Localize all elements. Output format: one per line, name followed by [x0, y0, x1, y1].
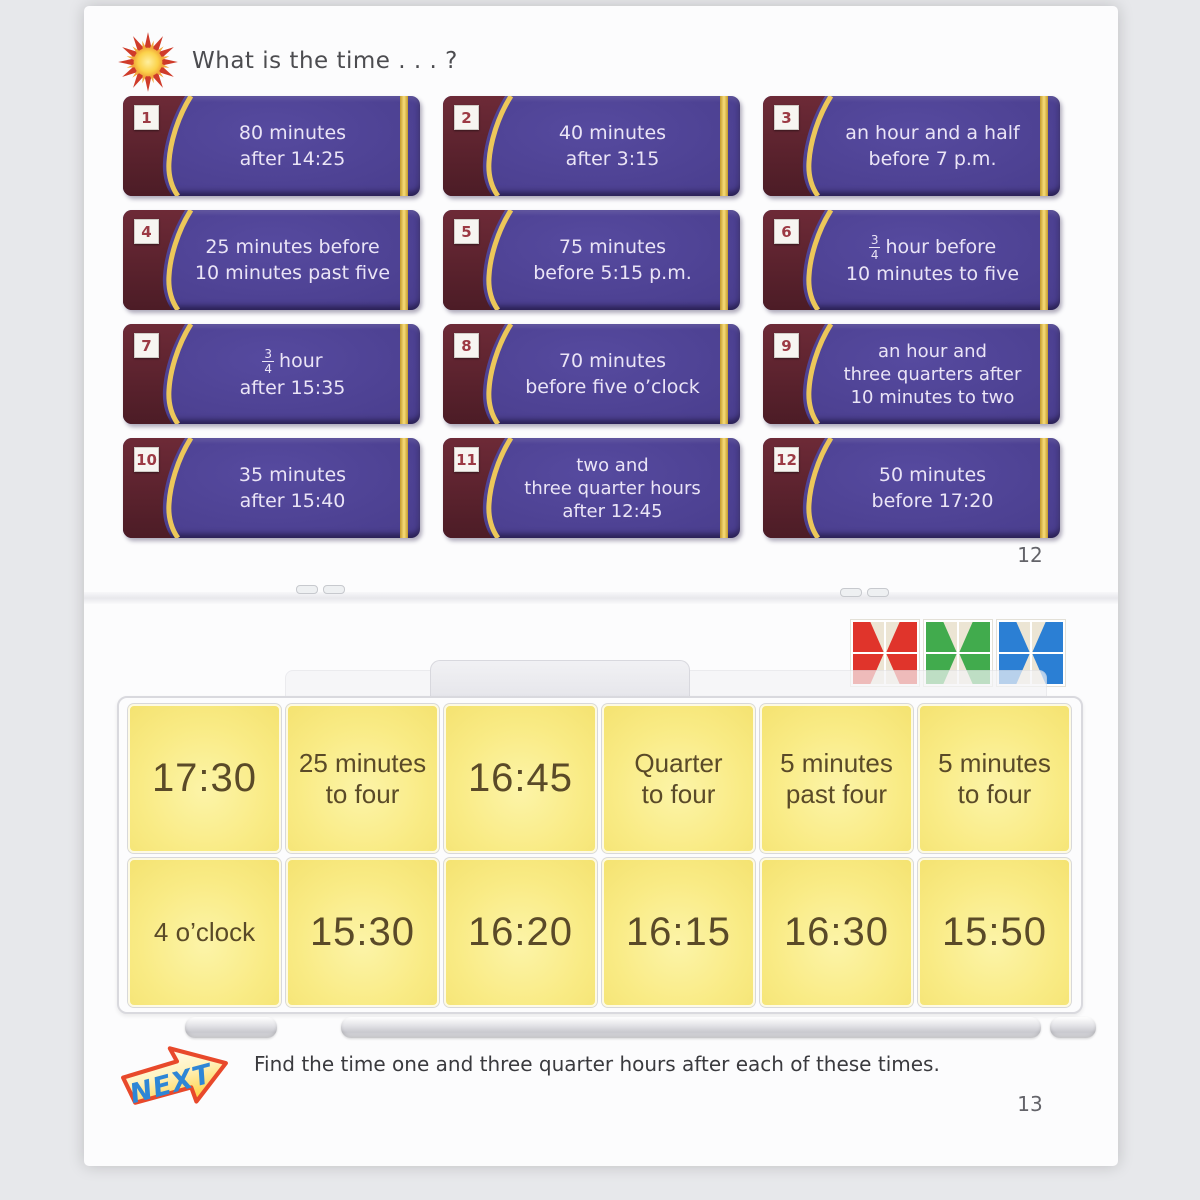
answer-card: 17:30 [128, 704, 281, 853]
problem-card-text: an hour and three quarters after 10 minute… [843, 340, 1022, 408]
problem-card-text: 50 minutes before 17:20 [871, 464, 994, 512]
page-title: What is the time . . . ? [192, 48, 458, 74]
flipbook-handle [430, 660, 690, 701]
problem-card-text: 35 minutes after 15:40 [238, 464, 347, 512]
next-caption: Find the time one and three quarter hour… [254, 1052, 940, 1076]
problem-card-number: 6 [774, 219, 799, 244]
answer-card: 16:45 [444, 704, 597, 853]
problem-card-number: 12 [774, 447, 799, 472]
answer-card: 16:15 [602, 858, 755, 1007]
answer-card: 25 minutes to four [286, 704, 439, 853]
problem-card-text: two and three quarter hours after 12:45 [524, 454, 701, 522]
problem-card-number: 10 [134, 447, 159, 472]
answer-card: 5 minutes past four [760, 704, 913, 853]
problem-card: 2 40 minutes after 3:15 [443, 96, 740, 196]
answer-card: Quarter to four [602, 704, 755, 853]
binding-clip [296, 585, 345, 594]
problem-card: 4 25 minutes before 10 minutes past five [123, 210, 420, 310]
problem-card: 1 80 minutes after 14:25 [123, 96, 420, 196]
problem-card-text: 40 minutes after 3:15 [558, 122, 667, 170]
problem-card-number: 2 [454, 105, 479, 130]
answer-card: 15:50 [918, 858, 1071, 1007]
problem-card-number: 3 [774, 105, 799, 130]
next-logo: NEXT [121, 1046, 228, 1110]
answer-card: 16:30 [760, 858, 913, 1007]
answer-card: 16:20 [444, 858, 597, 1007]
problem-card-number: 9 [774, 333, 799, 358]
answer-card: 5 minutes to four [918, 704, 1071, 853]
problem-card: 10 35 minutes after 15:40 [123, 438, 420, 538]
stand-bar-left [185, 1017, 277, 1038]
problem-card-text: 75 minutes before 5:15 p.m. [533, 236, 692, 284]
answer-card: 15:30 [286, 858, 439, 1007]
stand-bar-right [1050, 1017, 1096, 1038]
problem-card: 8 70 minutes before five o’clock [443, 324, 740, 424]
problem-card: 9 an hour and three quarters after 10 minu… [763, 324, 1060, 424]
binding-clip [840, 588, 889, 597]
answer-card: 4 o’clock [128, 858, 281, 1007]
sun-icon [118, 32, 178, 92]
stand-bar-middle [341, 1017, 1041, 1038]
problem-card-number: 5 [454, 219, 479, 244]
page-number-top: 12 [1017, 543, 1043, 567]
problem-card-number: 4 [134, 219, 159, 244]
page-number-bottom: 13 [1017, 1092, 1043, 1116]
problem-cards-grid: 1 80 minutes after 14:25 2 40 minutes afte… [123, 96, 1060, 538]
problem-card: 5 75 minutes before 5:15 p.m. [443, 210, 740, 310]
problem-card: 11 two and three quarter hours after 12:45 [443, 438, 740, 538]
page-seam [84, 592, 1118, 604]
problem-card: 3 an hour and a half before 7 p.m. [763, 96, 1060, 196]
problem-card: 12 50 minutes before 17:20 [763, 438, 1060, 538]
problem-card-number: 8 [454, 333, 479, 358]
problem-card-number: 7 [134, 333, 159, 358]
problem-card: 7 3 4 hour after 15:35 [123, 324, 420, 424]
problem-card-text: 80 minutes after 14:25 [238, 122, 347, 170]
problem-card-text: 25 minutes before 10 minutes past five [194, 236, 391, 284]
problem-card-number: 1 [134, 105, 159, 130]
problem-card-text: an hour and a half before 7 p.m. [845, 122, 1020, 170]
problem-card-number: 11 [454, 447, 479, 472]
problem-card: 6 3 4 hour before 10 minutes to five [763, 210, 1060, 310]
problem-card-text: 70 minutes before five o’clock [525, 350, 700, 398]
problem-card-text: 3 4 hour after 15:35 [239, 346, 346, 399]
problem-card-text: 3 4 hour before 10 minutes to five [845, 232, 1020, 285]
answer-cards-grid: 17:30 25 minutes to four 16:45 Quarter t… [128, 704, 1071, 1007]
